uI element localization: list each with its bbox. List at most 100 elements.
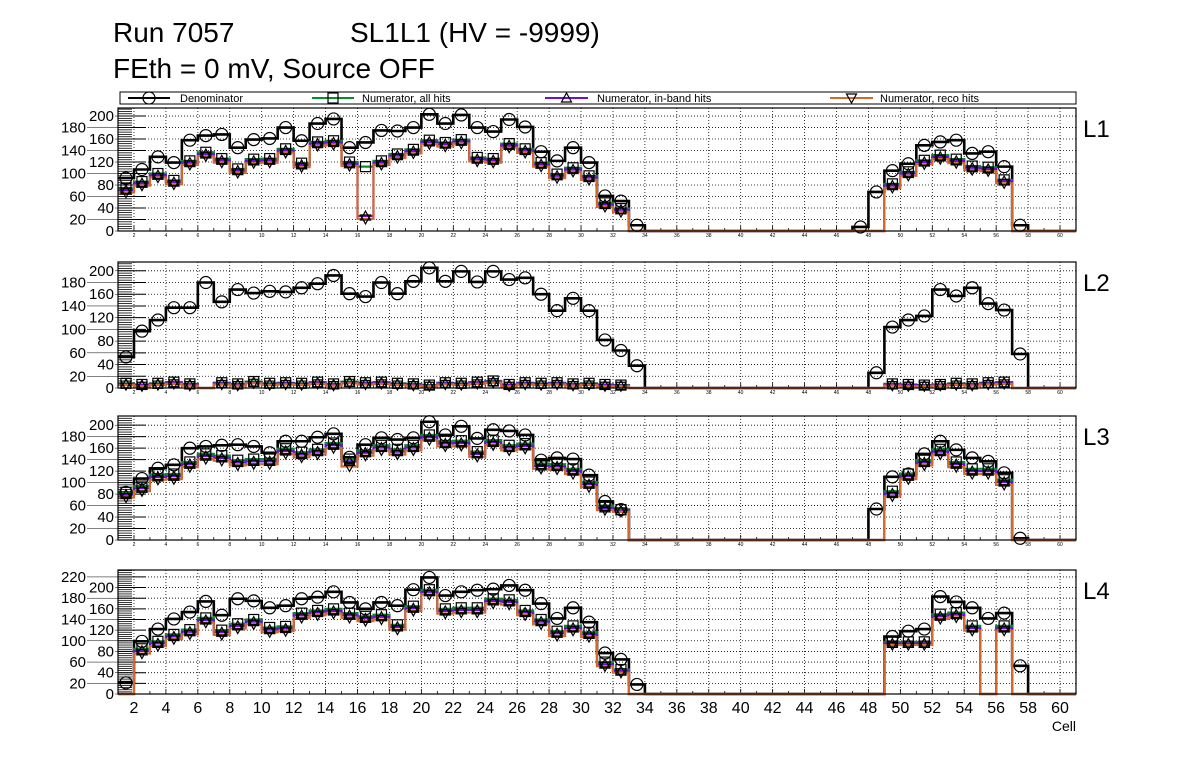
data-point-all xyxy=(503,594,515,606)
data-point-all xyxy=(934,443,946,455)
data-point-reco xyxy=(263,380,276,392)
data-point-den xyxy=(295,592,309,606)
data-point-all xyxy=(264,453,276,465)
x-tick-label: 10 xyxy=(259,542,265,548)
data-point-den xyxy=(885,470,899,484)
x-tick-label: 16 xyxy=(355,390,361,396)
x-tick-label: 54 xyxy=(961,233,967,239)
data-point-reco xyxy=(886,640,899,652)
data-point-all xyxy=(551,625,563,637)
data-point-inband xyxy=(375,441,388,453)
data-point-den xyxy=(310,277,325,291)
data-point-inband xyxy=(934,378,947,390)
data-point-reco xyxy=(295,380,308,392)
data-point-reco xyxy=(263,459,276,471)
data-point-all xyxy=(439,435,451,447)
data-point-den xyxy=(358,289,373,304)
x-tick-label: 26 xyxy=(508,700,526,717)
data-point-reco xyxy=(167,379,180,391)
data-point-inband xyxy=(183,457,196,469)
x-tick-label: 44 xyxy=(802,390,808,396)
data-point-inband xyxy=(327,439,340,450)
data-point-all xyxy=(248,613,260,626)
y-tick-label: 20 xyxy=(69,368,86,385)
data-point-den xyxy=(231,282,245,297)
data-point-reco xyxy=(998,626,1011,637)
x-tick-label: 2 xyxy=(130,700,139,717)
x-tick-label: 14 xyxy=(317,700,335,717)
x-tick-label: 18 xyxy=(381,700,399,717)
y-tick-label: 160 xyxy=(89,440,114,457)
data-point-all xyxy=(232,454,244,466)
data-point-inband xyxy=(343,375,356,387)
data-point-inband xyxy=(966,161,979,173)
y-tick-label: 180 xyxy=(61,590,86,607)
data-point-den xyxy=(598,333,612,347)
data-point-all xyxy=(264,621,276,634)
data-point-inband xyxy=(151,169,164,180)
data-point-den xyxy=(406,120,420,135)
data-point-den xyxy=(358,438,373,452)
data-point-den xyxy=(534,287,548,301)
data-point-reco xyxy=(119,492,133,504)
x-tick-label: 48 xyxy=(866,233,872,239)
data-point-inband xyxy=(598,378,612,390)
data-point-all xyxy=(407,600,419,612)
data-point-den xyxy=(949,443,963,457)
data-point-reco xyxy=(471,156,484,168)
data-point-all xyxy=(391,619,404,631)
data-point-inband xyxy=(423,135,436,147)
data-point-den xyxy=(279,285,293,299)
data-point-reco xyxy=(998,379,1011,391)
data-point-inband xyxy=(343,609,356,620)
data-point-all xyxy=(966,620,978,632)
data-point-all xyxy=(487,593,499,605)
data-point-den xyxy=(119,350,133,364)
data-point-all xyxy=(200,612,212,624)
y-tick-label: 180 xyxy=(61,120,86,137)
data-point-inband xyxy=(902,167,915,179)
data-point-inband xyxy=(199,613,212,625)
data-point-den xyxy=(502,424,516,438)
data-point-inband xyxy=(439,137,452,149)
data-point-reco xyxy=(183,629,196,641)
x-tick-label: 40 xyxy=(738,390,744,396)
data-point-inband xyxy=(918,379,931,391)
data-point-inband xyxy=(535,158,548,169)
data-point-reco xyxy=(407,445,420,457)
x-tick-label: 6 xyxy=(196,542,199,548)
y-tick-label: 20 xyxy=(69,675,86,692)
data-point-inband xyxy=(135,644,148,656)
data-point-reco xyxy=(151,641,164,653)
x-tick-label: 28 xyxy=(546,542,552,548)
data-point-reco xyxy=(582,175,596,187)
x-tick-label: 30 xyxy=(578,233,584,239)
legend-label-numerator-all: Numerator, all hits xyxy=(362,93,451,105)
data-point-reco xyxy=(295,452,308,464)
data-point-den xyxy=(518,120,532,134)
data-point-den xyxy=(534,596,548,611)
data-point-inband xyxy=(247,154,260,166)
data-point-all xyxy=(343,607,356,619)
data-point-reco xyxy=(359,379,372,391)
data-point-reco xyxy=(982,166,995,178)
x-tick-label: 8 xyxy=(225,700,234,717)
data-point-den xyxy=(438,116,452,131)
data-point-reco xyxy=(135,180,148,192)
data-point-reco xyxy=(295,613,308,625)
data-point-den xyxy=(933,282,947,297)
data-point-all xyxy=(966,463,978,475)
data-point-den xyxy=(598,189,612,203)
y-tick-label: 80 xyxy=(97,333,114,350)
data-point-inband xyxy=(455,135,468,146)
data-point-reco xyxy=(950,462,963,474)
data-point-den xyxy=(135,162,149,177)
y-tick-label: 80 xyxy=(97,643,114,660)
x-tick-label: 4 xyxy=(165,390,168,396)
data-point-inband xyxy=(902,378,915,390)
data-point-reco xyxy=(407,381,420,392)
data-point-all xyxy=(998,474,1010,486)
x-tick-label: 8 xyxy=(228,233,231,239)
data-point-inband xyxy=(231,456,244,468)
data-point-den xyxy=(614,194,628,208)
